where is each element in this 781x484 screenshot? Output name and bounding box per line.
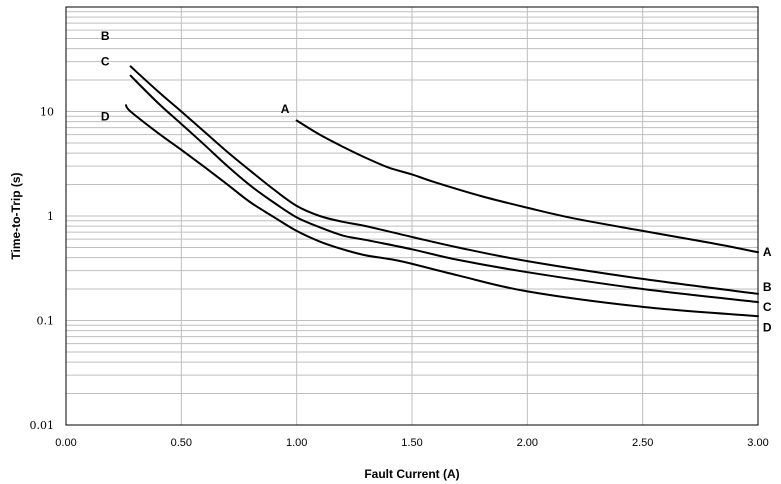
- x-tick-label: 0.50: [171, 437, 192, 449]
- curve-label-a: A: [763, 245, 772, 259]
- grid: [66, 7, 758, 425]
- series-line-c: [129, 74, 759, 304]
- x-tick-label: 3.00: [747, 437, 768, 449]
- curve-label-c: C: [763, 300, 772, 314]
- curve-label-d: D: [101, 109, 110, 123]
- x-tick-label: 2.50: [632, 437, 653, 449]
- y-tick-label: 1: [47, 210, 54, 223]
- x-tick-label: 1.50: [401, 437, 422, 449]
- plot-frame: [65, 6, 759, 426]
- curve-label-d: D: [763, 320, 772, 334]
- x-tick-label: 0.00: [55, 437, 76, 449]
- curve-label-b: B: [101, 29, 110, 43]
- x-tick-label: 2.00: [517, 437, 538, 449]
- curve-label-b: B: [763, 280, 772, 294]
- y-tick-label: 0.01: [30, 419, 55, 432]
- y-tick-label: 0.1: [37, 315, 55, 328]
- x-axis-ticks: 0.00 0.50 1.00 1.50 2.00 2.50 3.00: [55, 437, 768, 449]
- curve-label-c: C: [101, 55, 110, 69]
- y-axis-ticks: 0.01 0.1 1 10: [30, 106, 55, 433]
- x-tick-label: 1.00: [286, 437, 307, 449]
- series: [124, 65, 759, 318]
- series-line-b: [129, 65, 759, 295]
- series-line-d: [124, 104, 759, 318]
- y-tick-label: 10: [40, 106, 54, 119]
- curve-label-a: A: [281, 102, 290, 116]
- y-axis-title: Time-to-Trip (s): [9, 172, 23, 259]
- x-axis-title: Fault Current (A): [364, 467, 459, 481]
- series-line-a: [295, 119, 759, 254]
